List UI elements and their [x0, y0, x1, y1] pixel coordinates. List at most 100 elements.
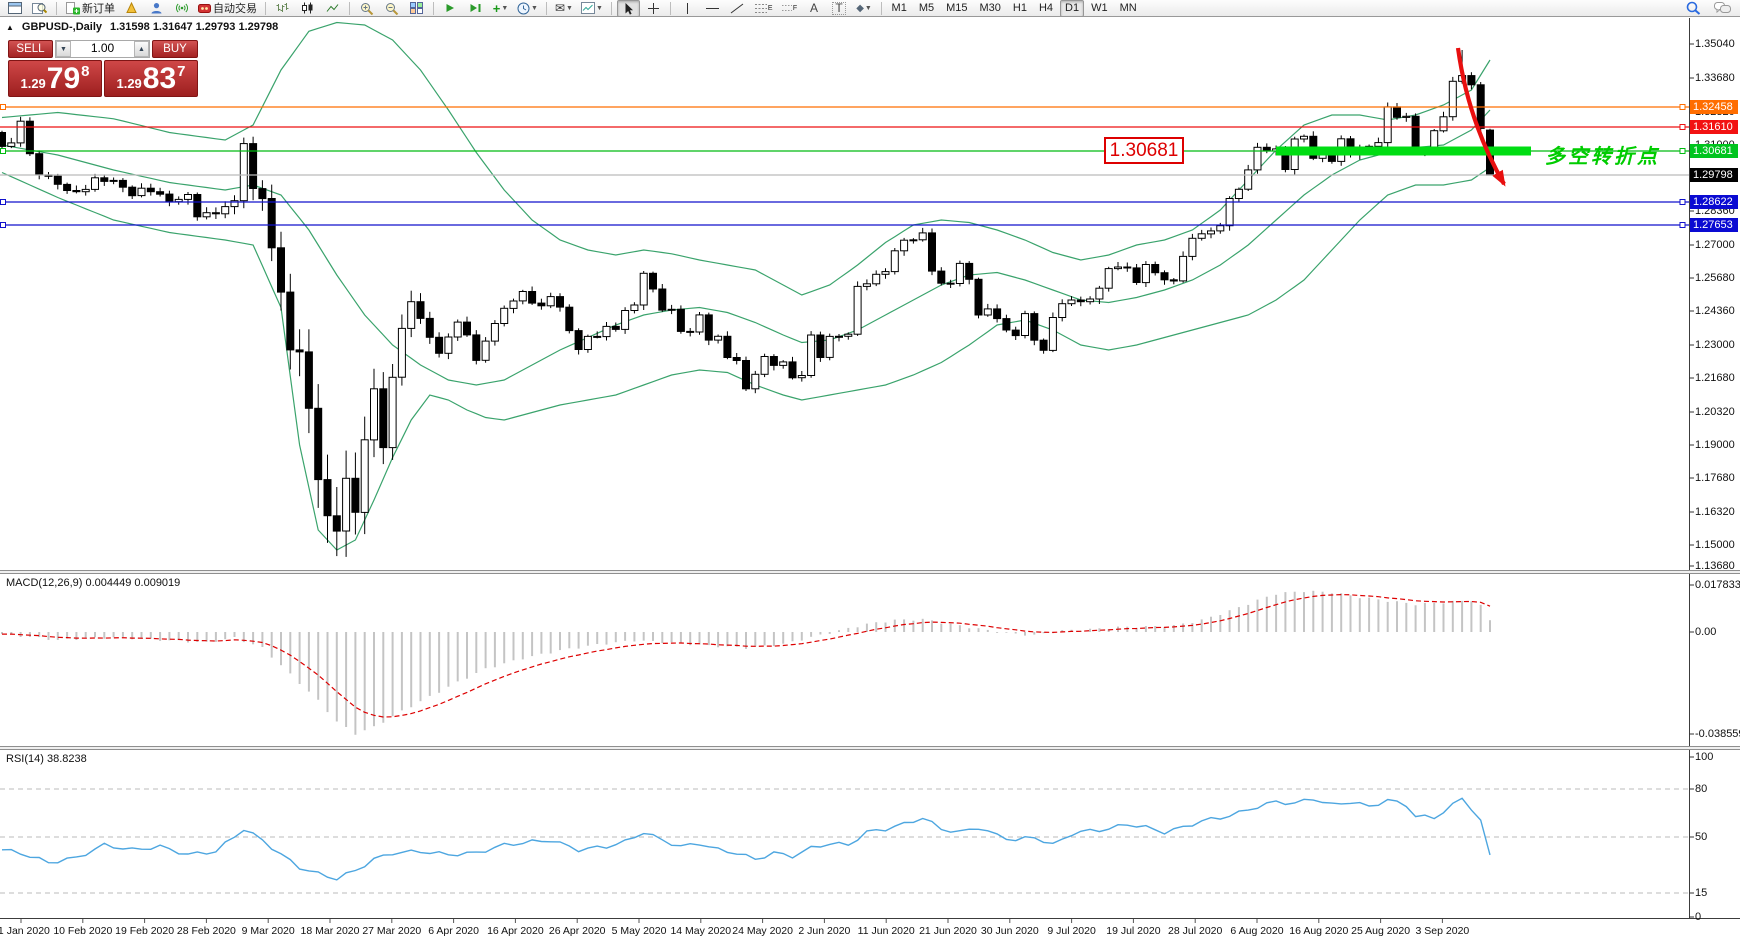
candle: [528, 291, 537, 304]
candle: [807, 334, 816, 376]
rsi-pane[interactable]: [0, 788, 1689, 894]
period-selector-button[interactable]: ▼: [514, 0, 541, 17]
candle: [1095, 287, 1104, 300]
expert-advisors-button[interactable]: [145, 0, 168, 17]
price-note-box[interactable]: 1.30681: [1104, 137, 1184, 164]
timeframe-m15[interactable]: M15: [946, 2, 968, 14]
signals-button[interactable]: [170, 0, 193, 17]
macd-indicator-label: MACD(12,26,9) 0.004449 0.009019: [6, 577, 181, 589]
line-anchor[interactable]: [1679, 222, 1686, 228]
volume-increase-button[interactable]: ▲: [134, 41, 149, 57]
shapes-button[interactable]: ◆ ▼: [853, 0, 876, 17]
candle: [1207, 230, 1215, 235]
candlestick-chart-button[interactable]: [296, 0, 319, 17]
line-anchor[interactable]: [0, 148, 6, 154]
candle: [314, 407, 323, 481]
step-bar-button[interactable]: [464, 0, 487, 17]
step-forward-button[interactable]: [439, 0, 462, 17]
bar-chart-button[interactable]: [271, 0, 294, 17]
zoom-in-button[interactable]: [355, 0, 378, 17]
timeframe-w1[interactable]: W1: [1091, 2, 1108, 14]
candle: [221, 206, 230, 215]
candle: [258, 188, 267, 200]
timeframe-mn[interactable]: MN: [1119, 2, 1137, 14]
add-indicator-button[interactable]: + ▼: [489, 0, 512, 17]
line-anchor[interactable]: [1679, 148, 1686, 154]
trendline-button[interactable]: [726, 0, 749, 17]
candle: [463, 321, 471, 336]
support-highlight-bar[interactable]: [1276, 146, 1531, 156]
chevron-down-icon: ▼: [531, 4, 538, 12]
candle: [546, 296, 555, 307]
indicator-cone-button[interactable]: [120, 0, 143, 17]
vline-button[interactable]: [676, 0, 699, 17]
label-button[interactable]: T: [828, 0, 851, 17]
shapes-icon: ◆: [856, 2, 864, 14]
line-anchor[interactable]: [1679, 124, 1686, 130]
candle: [444, 336, 453, 354]
candle: [490, 323, 499, 342]
candle: [7, 142, 16, 147]
candle: [714, 335, 723, 341]
candle: [249, 143, 258, 190]
candle: [676, 308, 685, 332]
candle: [351, 477, 360, 513]
sell-button[interactable]: SELL: [8, 40, 53, 58]
line-chart-icon: [326, 4, 339, 12]
line-anchor[interactable]: [0, 104, 6, 110]
rsi-indicator-label: RSI(14) 38.8238: [6, 753, 87, 765]
volume-value[interactable]: 1.00: [90, 41, 115, 55]
autotrading-button[interactable]: 自动交易: [195, 0, 260, 17]
date-label: 16 Aug 2020: [1289, 925, 1349, 937]
candle: [472, 334, 481, 361]
candle: [742, 360, 750, 390]
main-pane[interactable]: [0, 21, 1689, 557]
grid-button[interactable]: F: [778, 0, 801, 17]
crosshair-button[interactable]: [642, 0, 665, 17]
candle: [370, 388, 378, 441]
fibonacci-button[interactable]: E: [751, 0, 776, 17]
zoom-out-button[interactable]: [380, 0, 403, 17]
turning-point-note[interactable]: 多空转折点: [1545, 146, 1660, 168]
chat-button[interactable]: [1711, 0, 1734, 17]
macd-pane[interactable]: [1, 590, 1491, 735]
candle: [704, 314, 713, 341]
down-arrow-annotation[interactable]: [1455, 47, 1506, 187]
timeframe-m30[interactable]: M30: [979, 2, 1001, 14]
volume-decrease-button[interactable]: ▼: [56, 41, 71, 57]
candle: [816, 334, 825, 358]
charts-panel-button[interactable]: [3, 0, 26, 17]
template-button[interactable]: ✉ ▼: [552, 0, 576, 17]
timeframe-m1[interactable]: M1: [891, 2, 907, 14]
cursor-button[interactable]: [616, 0, 640, 17]
timeframe-h1[interactable]: H1: [1012, 2, 1027, 14]
sell-price-box[interactable]: 1.29 79 8: [8, 60, 102, 97]
sell-price-prefix: 1.29: [20, 76, 46, 91]
candle: [137, 187, 146, 197]
new-order-button[interactable]: 新订单: [62, 0, 118, 17]
chevron-down-icon: ▼: [595, 4, 603, 12]
buy-button[interactable]: BUY: [152, 40, 198, 58]
timeframe-h4[interactable]: H4: [1038, 2, 1054, 14]
zoom-out-icon: [385, 2, 398, 15]
line-anchor[interactable]: [0, 199, 6, 205]
line-anchor[interactable]: [1679, 199, 1686, 205]
search-button[interactable]: [1682, 0, 1705, 17]
buy-price-box[interactable]: 1.29 83 7: [104, 60, 198, 97]
candle: [1188, 237, 1197, 257]
data-window-button[interactable]: [28, 0, 51, 17]
hline-button[interactable]: [701, 0, 724, 17]
candle: [937, 270, 946, 284]
timeframe-m5[interactable]: M5: [918, 2, 935, 14]
collapse-icon[interactable]: ▲: [6, 22, 14, 32]
tile-windows-button[interactable]: [405, 0, 428, 17]
timeframe-d1[interactable]: D1: [1060, 0, 1085, 17]
chart-profile-button[interactable]: ▼: [578, 0, 606, 17]
candle: [1114, 266, 1122, 270]
line-anchor[interactable]: [0, 222, 6, 228]
text-button[interactable]: A: [803, 0, 826, 17]
candle: [1151, 264, 1160, 274]
line-anchor[interactable]: [1679, 104, 1686, 110]
line-chart-button[interactable]: [321, 0, 344, 17]
